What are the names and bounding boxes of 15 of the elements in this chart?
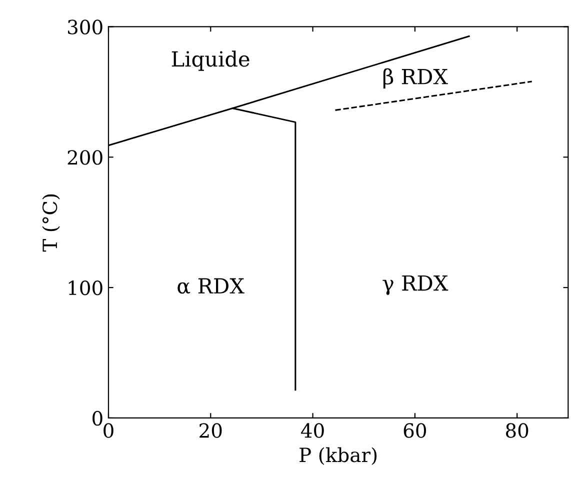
annotation: γ RDX [382,275,448,295]
y-tick-label: 0 [92,410,102,426]
y-tick-label: 100 [68,280,102,296]
x-tick-label: 40 [301,423,324,438]
x-tick-label: 80 [506,423,528,438]
y-tick-label: 300 [68,20,102,34]
x-tick-label: 20 [200,423,222,438]
annotation: α RDX [178,278,244,294]
x-tick-label: 0 [104,423,114,438]
x-axis-title: P (kbar) [300,447,377,465]
y-axis-title: T (°C) [42,194,60,252]
annotation: Liquide [172,50,250,71]
x-tick-label: 60 [404,423,426,438]
annotation: β RDX [383,68,448,89]
y-tick-label: 200 [68,150,102,165]
